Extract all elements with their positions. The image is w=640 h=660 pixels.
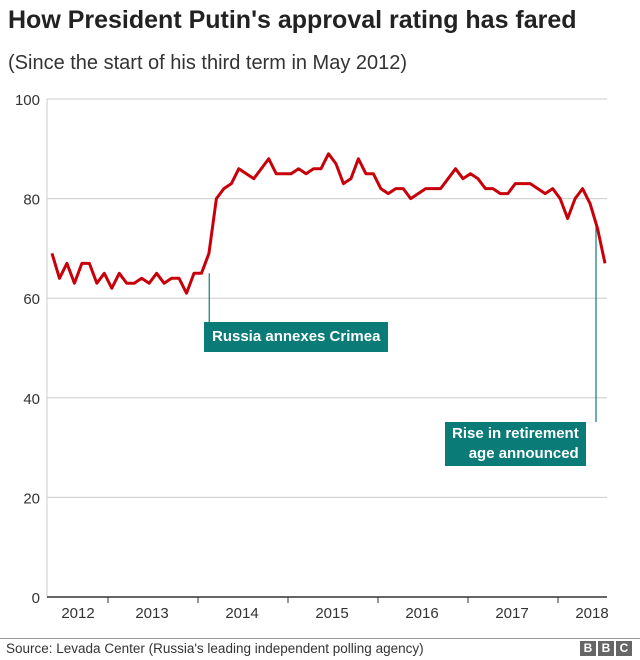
y-tick-label: 100 xyxy=(15,92,40,109)
y-tick-label: 20 xyxy=(23,490,40,507)
annotation-line-2: age announced xyxy=(468,445,579,462)
y-tick-label: 80 xyxy=(23,192,40,209)
annotation-crimea: Russia annexes Crimea xyxy=(204,322,389,352)
chart-title: How President Putin's approval rating ha… xyxy=(8,6,577,34)
annotation-retirement: Rise in retirement age announced xyxy=(445,422,586,466)
y-tick-label: 0 xyxy=(32,590,40,607)
chart-svg: 0 20 40 60 80 100 2012 2013 2014 2015 2016 2017 2018 xyxy=(15,92,609,622)
source-note: Source: Levada Center (Russia's leading … xyxy=(6,641,424,656)
footer-divider xyxy=(0,638,640,639)
y-tick-label: 40 xyxy=(23,391,40,408)
chart-subtitle: (Since the start of his third term in Ma… xyxy=(8,52,408,74)
annotation-line-1: Rise in retirement xyxy=(452,425,579,442)
x-tick-label: 2018 xyxy=(575,605,608,622)
x-tick-label: 2013 xyxy=(135,605,168,622)
approval-line xyxy=(50,152,607,295)
x-tick-label: 2012 xyxy=(61,605,94,622)
x-tick-label: 2014 xyxy=(225,605,258,622)
x-tick-label: 2016 xyxy=(405,605,438,622)
x-tick-label: 2017 xyxy=(495,605,528,622)
y-tick-label: 60 xyxy=(23,291,40,308)
x-tick-label: 2015 xyxy=(315,605,348,622)
